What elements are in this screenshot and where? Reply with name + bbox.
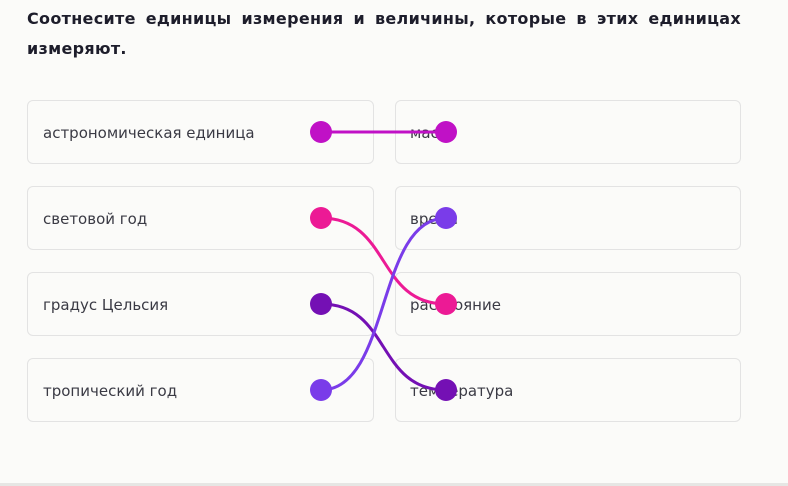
- left-dot[interactable]: [310, 207, 332, 229]
- left-label: тропический год: [43, 382, 178, 400]
- left-label: астрономическая единица: [43, 124, 255, 142]
- right-dot[interactable]: [435, 121, 457, 143]
- right-dot[interactable]: [435, 293, 457, 315]
- connection-line: [320, 216, 447, 392]
- right-dot[interactable]: [435, 379, 457, 401]
- left-dot[interactable]: [310, 293, 332, 315]
- left-dot[interactable]: [310, 121, 332, 143]
- question: Соотнесите единицы измерения и величины,…: [27, 9, 741, 58]
- connection-line: [320, 302, 447, 392]
- right-card[interactable]: масса: [395, 100, 741, 164]
- left-label: световой год: [43, 210, 148, 228]
- left-label: градус Цельсия: [43, 296, 169, 314]
- left-dot[interactable]: [310, 379, 332, 401]
- connection-line: [320, 216, 447, 306]
- right-dot[interactable]: [435, 207, 457, 229]
